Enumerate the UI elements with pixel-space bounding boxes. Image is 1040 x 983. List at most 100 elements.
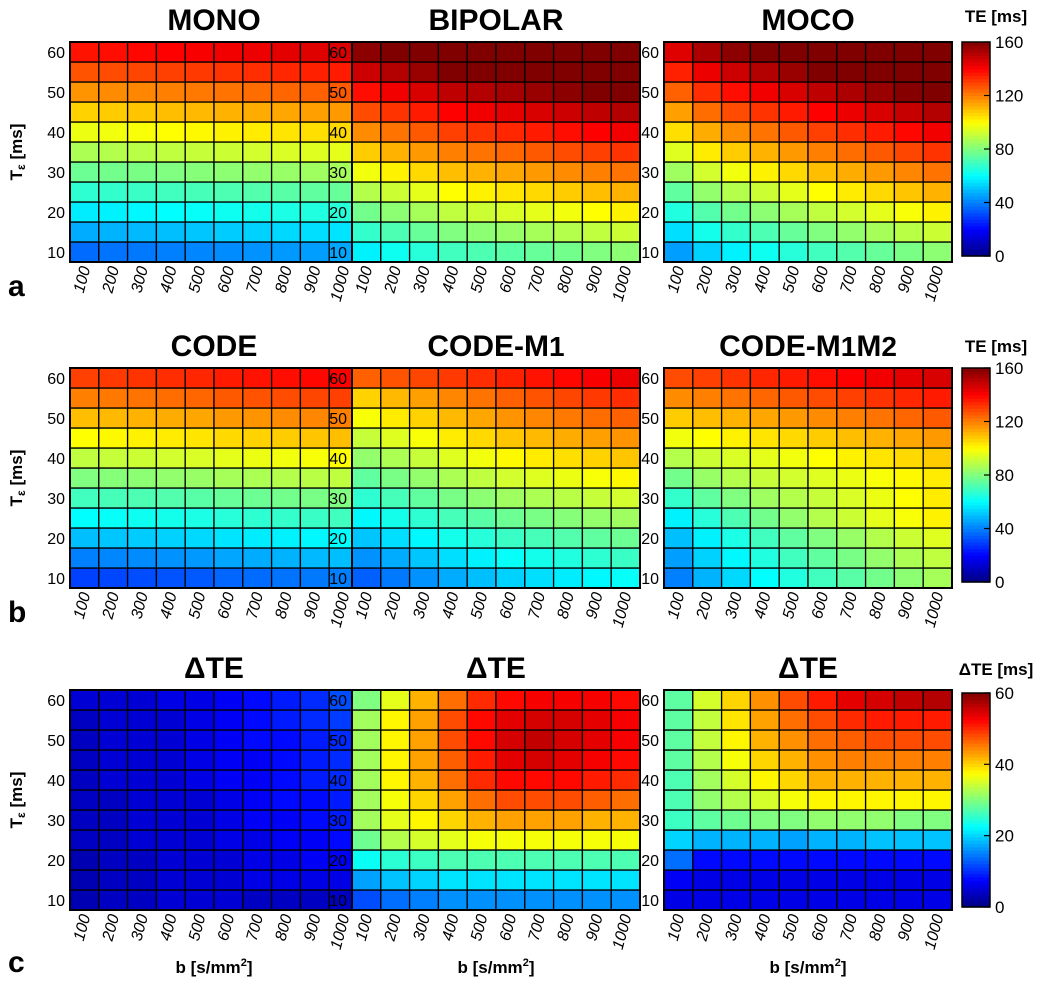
heatmap-cell	[242, 487, 273, 509]
heatmap-cell	[69, 769, 100, 791]
heatmap-cell	[184, 849, 215, 871]
heatmap-cell	[581, 769, 612, 791]
heatmap-cell	[778, 367, 809, 389]
heatmap-cell	[466, 749, 497, 771]
colorbar-swatch	[962, 578, 990, 583]
heatmap-cell	[524, 789, 555, 811]
heatmap-cell	[155, 749, 186, 771]
heatmap-cell	[437, 447, 468, 469]
x-tick-label: 1000	[328, 913, 354, 952]
heatmap-cell	[581, 487, 612, 509]
colorbar-swatch	[962, 830, 990, 835]
heatmap-cell	[437, 789, 468, 811]
heatmap-cell	[351, 467, 382, 489]
y-tick-label: 30	[47, 813, 65, 830]
heatmap-cell	[922, 689, 953, 711]
heatmap-cell	[98, 789, 129, 811]
heatmap-cell	[922, 201, 953, 223]
heatmap-cell	[351, 789, 382, 811]
heatmap-cell	[922, 387, 953, 409]
heatmap-cell	[836, 407, 867, 429]
heatmap-cell	[184, 889, 215, 911]
x-tick-label: 400	[157, 913, 180, 943]
heatmap-cell	[184, 121, 215, 143]
y-tick-label: 10	[47, 571, 65, 588]
heatmap-cell	[155, 507, 186, 529]
colorbar-swatch	[962, 122, 990, 127]
heatmap-cell	[184, 201, 215, 223]
colorbar-swatch	[962, 438, 990, 443]
heatmap-cell	[242, 387, 273, 409]
colorbar-swatch	[962, 138, 990, 143]
heatmap-cell	[299, 829, 330, 851]
heatmap-cell	[437, 241, 468, 263]
y-tick-label: 40	[641, 773, 659, 790]
heatmap-cell	[155, 547, 186, 569]
heatmap-cell	[922, 61, 953, 83]
y-tick-label: 60	[641, 693, 659, 710]
heatmap-cell	[749, 809, 780, 831]
heatmap-cell	[720, 689, 752, 711]
heatmap-cell	[184, 447, 215, 469]
heatmap-cell	[524, 487, 555, 509]
heatmap-cell	[749, 407, 780, 429]
heatmap-cell	[692, 181, 723, 203]
heatmap-cell	[351, 427, 382, 449]
heatmap-cell	[720, 387, 752, 409]
heatmap-cell	[692, 547, 723, 569]
heatmap-cell	[380, 487, 411, 509]
heatmap-cell	[437, 221, 468, 243]
heatmap-cell	[807, 101, 838, 123]
colorbar-swatch	[962, 719, 990, 724]
heatmap-cell	[749, 527, 780, 549]
colorbar-swatch	[962, 863, 990, 868]
heatmap-cell	[437, 41, 468, 63]
heatmap-cell	[720, 81, 752, 103]
x-tick-label: 300	[411, 265, 434, 295]
heatmap-cell	[380, 101, 411, 123]
heatmap-cell	[663, 61, 694, 83]
x-tick-label: 700	[526, 591, 549, 621]
colorbar-swatch	[962, 388, 990, 392]
heatmap-cell	[351, 849, 382, 871]
x-tick-label: 100	[71, 265, 94, 295]
heatmap-cell	[299, 507, 330, 529]
heatmap-cell	[299, 101, 330, 123]
colorbar-swatch	[962, 85, 990, 90]
colorbar-swatch	[962, 706, 990, 711]
x-axis-label-sup: 2	[241, 957, 247, 969]
heatmap-cell	[778, 749, 809, 771]
heatmap-cell	[213, 367, 244, 389]
heatmap-cell	[552, 829, 584, 851]
heatmap-cell	[213, 387, 244, 409]
heatmap-cell	[466, 241, 497, 263]
colorbar-swatch	[962, 498, 990, 503]
heatmap-cell	[242, 467, 273, 489]
heatmap-cell	[893, 387, 924, 409]
heatmap-cell	[299, 181, 330, 203]
heatmap-cell	[98, 749, 129, 771]
heatmap-cell	[663, 689, 694, 711]
heatmap-cell	[98, 427, 129, 449]
colorbar-swatch	[962, 404, 990, 409]
heatmap-cell	[807, 141, 838, 163]
heatmap-cell	[155, 467, 186, 489]
heatmap-cell	[437, 769, 468, 791]
heatmap-cell	[270, 547, 302, 569]
colorbar-tick-label: 80	[995, 140, 1014, 159]
heatmap-cell	[495, 507, 526, 529]
heatmap-cell	[437, 849, 468, 871]
x-tick-label: 500	[186, 591, 209, 621]
heatmap-cell	[466, 41, 497, 63]
heatmap-cell	[408, 547, 440, 569]
heatmap-cell	[351, 161, 382, 183]
heatmap-cell	[380, 709, 411, 731]
heatmap-cell	[270, 789, 302, 811]
heatmap-cell	[749, 729, 780, 751]
heatmap-cell	[380, 729, 411, 751]
heatmap-cell	[922, 81, 953, 103]
heatmap-cell	[69, 181, 100, 203]
colorbar-swatch	[962, 434, 990, 439]
heatmap-cell	[155, 889, 186, 911]
